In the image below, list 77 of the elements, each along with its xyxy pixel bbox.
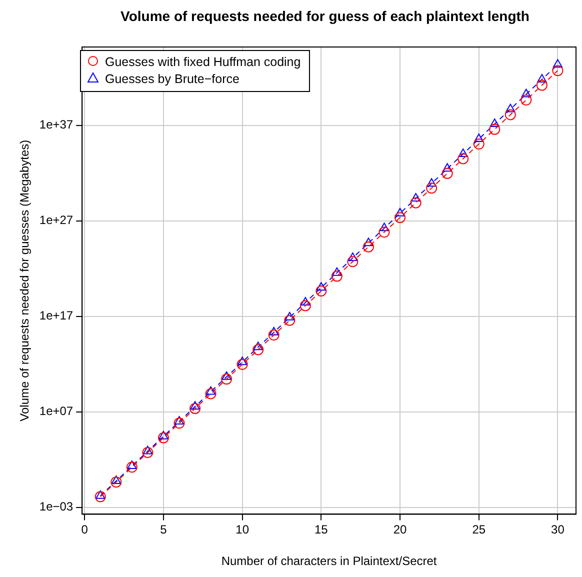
point — [458, 153, 469, 164]
point — [442, 168, 453, 179]
y-axis-title: Volume of requests needed for guesses (Megabytes) — [18, 140, 32, 422]
y-tick-label: 1e+27 — [39, 213, 74, 228]
point — [269, 326, 279, 336]
point — [268, 330, 280, 341]
point — [521, 88, 531, 98]
point — [236, 358, 248, 370]
point — [253, 342, 263, 350]
point — [362, 241, 374, 252]
point — [473, 138, 484, 150]
point — [506, 104, 516, 112]
x-tick-label: 15 — [314, 522, 328, 537]
point — [332, 267, 342, 276]
point — [206, 386, 216, 395]
point — [174, 416, 184, 424]
point — [205, 388, 216, 400]
point — [316, 282, 326, 291]
point — [284, 312, 294, 320]
chart-title: Volume of requests needed for guess of each plaintext length — [120, 8, 530, 24]
point — [394, 212, 406, 224]
point — [458, 148, 468, 157]
x-tick-label: 25 — [472, 522, 486, 537]
point — [126, 462, 138, 473]
point — [348, 252, 358, 261]
point — [94, 491, 106, 502]
point — [504, 109, 516, 120]
point — [300, 297, 310, 306]
y-tick-label: 1e+37 — [39, 118, 74, 132]
point — [410, 197, 422, 208]
point — [410, 192, 421, 202]
point — [426, 178, 436, 187]
x-tick-label: 10 — [236, 522, 250, 537]
point — [489, 124, 500, 135]
point — [158, 430, 168, 440]
point — [536, 80, 548, 91]
point — [237, 356, 248, 366]
x-tick-label: 5 — [160, 522, 168, 537]
x-tick-label: 20 — [393, 522, 408, 537]
point — [127, 460, 137, 470]
point — [552, 65, 564, 76]
point — [96, 490, 106, 499]
point — [490, 118, 500, 127]
point — [158, 432, 169, 444]
point — [142, 446, 153, 454]
x-tick-label: 30 — [551, 522, 565, 537]
point — [395, 208, 405, 216]
x-tick-label: 0 — [81, 522, 88, 537]
point — [378, 226, 390, 238]
point — [190, 401, 200, 410]
point — [316, 285, 327, 296]
point — [252, 344, 264, 356]
point — [379, 222, 390, 232]
point — [520, 94, 532, 106]
point — [442, 163, 452, 172]
point — [364, 238, 374, 246]
point — [111, 475, 121, 484]
point — [537, 74, 547, 82]
x-axis-title: Number of characters in Plaintext/Secret — [221, 554, 438, 568]
point — [300, 300, 311, 312]
point — [222, 371, 232, 380]
legend-label: Guesses with fixed Huffman coding — [105, 55, 301, 69]
y-tick-label: 1e−03 — [39, 500, 74, 514]
point — [347, 256, 358, 268]
point — [110, 476, 122, 488]
legend-label: Guesses by Brute−force — [105, 72, 240, 86]
point — [284, 314, 296, 326]
point — [142, 446, 154, 458]
point — [331, 270, 342, 282]
point — [474, 134, 484, 142]
y-tick-label: 1e+17 — [39, 308, 74, 323]
y-tick-label: 1e+07 — [39, 404, 74, 418]
point — [552, 59, 563, 68]
point — [174, 418, 185, 429]
point — [426, 182, 438, 194]
point — [190, 403, 201, 414]
point — [221, 374, 232, 385]
